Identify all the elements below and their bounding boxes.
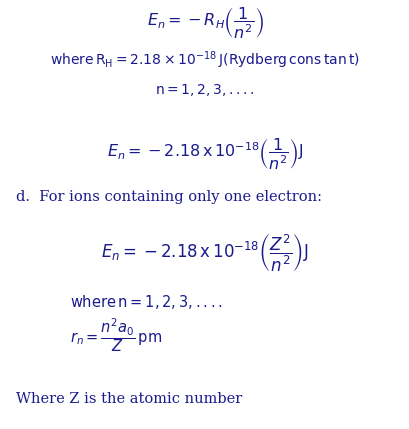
Text: $r_n = \dfrac{n^2 a_0}{Z}\,\mathrm{pm}$: $r_n = \dfrac{n^2 a_0}{Z}\,\mathrm{pm}$ <box>70 317 162 354</box>
Text: $E_n = -2.18\,\mathrm{x}\,10^{-18}\left(\dfrac{1}{n^2}\right)\mathrm{J}$: $E_n = -2.18\,\mathrm{x}\,10^{-18}\left(… <box>106 136 303 172</box>
Text: $E_n = -R_H\left(\dfrac{1}{n^2}\right)$: $E_n = -R_H\left(\dfrac{1}{n^2}\right)$ <box>146 6 263 42</box>
Text: d.  For ions containing only one electron:: d. For ions containing only one electron… <box>16 190 321 204</box>
Text: $\mathrm{n = 1, 2, 3, ....}$: $\mathrm{n = 1, 2, 3, ....}$ <box>155 82 254 98</box>
Text: $E_n = -2.18\,\mathrm{x}\,10^{-18}\left(\dfrac{Z^2}{n^2}\right)\mathrm{J}$: $E_n = -2.18\,\mathrm{x}\,10^{-18}\left(… <box>101 233 308 274</box>
Text: $\mathrm{where\,R_H = 2.18 \times 10^{-18}\,J(Rydberg\,cons\,tan\,t)}$: $\mathrm{where\,R_H = 2.18 \times 10^{-1… <box>50 49 359 71</box>
Text: Where Z is the atomic number: Where Z is the atomic number <box>16 392 242 406</box>
Text: $\mathrm{where\,n = 1, 2, 3, ....}$: $\mathrm{where\,n = 1, 2, 3, ....}$ <box>70 293 222 311</box>
